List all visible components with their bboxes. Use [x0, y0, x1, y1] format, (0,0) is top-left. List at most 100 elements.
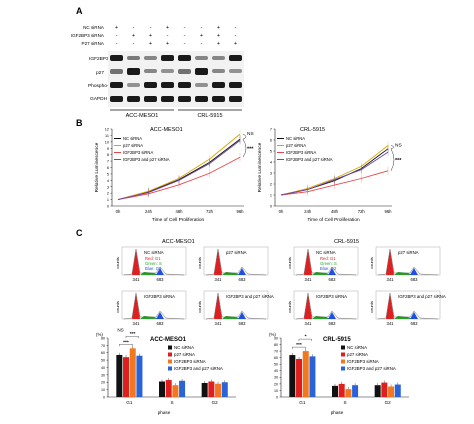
histogram-trace: [295, 248, 357, 276]
histogram-label: NC siRNA: [144, 250, 164, 255]
histogram-trace: [205, 248, 267, 276]
sig-annotation: *: [305, 334, 307, 340]
y-tick-label: 2: [107, 192, 109, 196]
legend-label: NC siRNA: [347, 345, 367, 350]
y-tick-label: 1: [270, 194, 272, 198]
blot-label-phospho-rb: Phospho-RB: [88, 83, 115, 89]
row-label-igf2bp3: IGF2BP3 siRNA: [71, 33, 105, 38]
bar: [381, 382, 388, 397]
histogram-label: IGF2BP3 and p27 siRNA: [226, 294, 274, 299]
legend-label: p27 siRNA: [174, 352, 195, 357]
sign-r2-c3: +: [166, 41, 169, 47]
x-axis-title: phase: [158, 410, 171, 415]
bracket: [390, 148, 395, 171]
tick-341: 341: [305, 321, 313, 326]
bar-chart-title: ACC-MESO1: [150, 337, 187, 343]
sign-r0-c4: -: [184, 25, 186, 31]
legend-label: IGF2BP3 siRNA: [123, 150, 153, 155]
sign-r1-c0: -: [116, 33, 118, 39]
histogram-trace: [123, 292, 185, 320]
g1-peak: [132, 294, 140, 319]
histogram-label: IGF2BP3 siRNA: [144, 294, 175, 299]
y-tick-label: 50: [101, 359, 105, 363]
x-tick-label: 0h: [279, 209, 284, 214]
y-tick-label: 80: [101, 336, 105, 340]
y-tick-label: 4: [270, 161, 272, 165]
x-tick-label: 96h: [385, 209, 393, 214]
y-tick-label: 11: [105, 134, 109, 138]
tick-341: 341: [215, 277, 223, 282]
x-axis-title: Time of Cell Proliferation: [307, 217, 360, 223]
g2-peak: [156, 312, 164, 319]
bar: [296, 358, 303, 397]
bar: [215, 383, 222, 397]
chart-title: ACC-MESO1: [150, 127, 183, 133]
sig-annotation: ***: [130, 331, 136, 337]
y-tick-label: 12: [105, 128, 109, 132]
series-line: [117, 138, 241, 201]
tick-341: 341: [133, 321, 141, 326]
sig-annotation-ns: NS: [117, 327, 123, 332]
g2-peak: [328, 268, 336, 275]
histogram-label: p27 siRNA: [226, 250, 247, 255]
x-tick-label: 72h: [206, 209, 214, 214]
g1-peak: [132, 250, 140, 275]
tick-341: 341: [133, 277, 141, 282]
sign-r1-c4: -: [184, 33, 186, 39]
y-tick-label: 0: [276, 395, 278, 399]
sign-r1-c6: +: [217, 33, 220, 39]
panel-a-label: A: [76, 6, 83, 16]
y-tick-label: 60: [101, 351, 105, 355]
y-tick-label: 40: [101, 366, 105, 370]
histogram-y-label: counts: [115, 301, 120, 313]
x-tick-label: 48h: [176, 209, 184, 214]
sign-r2-c7: +: [234, 41, 237, 47]
tick-683: 683: [239, 277, 247, 282]
bar: [116, 354, 123, 397]
g2-peak: [238, 268, 246, 275]
x-tick-label: 0h: [116, 209, 121, 214]
legend-label: p27 siRNA: [347, 352, 368, 357]
bar: [309, 356, 316, 397]
g1-peak: [386, 294, 394, 319]
bar: [289, 355, 296, 397]
bar: [129, 348, 136, 397]
y-tick-label: 90: [274, 336, 278, 340]
sig-annotation: ***: [123, 339, 129, 345]
sign-r2-c0: -: [116, 41, 118, 47]
histogram-0: NC siRNA counts 341 683: [115, 246, 187, 282]
y-tick-label: 3: [270, 172, 272, 176]
category-label: G2: [385, 400, 392, 405]
histogram-3: IGF2BP3 and p27 siRNA counts 341 683: [197, 290, 274, 326]
histogram-2: IGF2BP3 siRNA counts 341 683: [287, 290, 359, 326]
tick-341: 341: [215, 321, 223, 326]
phase-key-item: Green: S: [145, 261, 162, 266]
y-tick-label: 9: [107, 147, 109, 151]
histogram-y-label: counts: [197, 257, 202, 269]
legend-label: IGF2BP3 siRNA: [174, 359, 206, 364]
tick-683: 683: [411, 321, 419, 326]
sign-r1-c1: +: [132, 33, 135, 39]
phase-key-item: Blue: G2: [145, 266, 162, 271]
bar: [123, 357, 130, 397]
tick-341: 341: [387, 277, 395, 282]
x-axis-title: Time of Cell Proliferation: [152, 217, 205, 223]
cytometry-histograms: ACC-MESO1 NC siRNA counts 341 683 p27 siRNA co…: [115, 239, 446, 326]
western-blot: [108, 51, 244, 107]
s-phase: [312, 272, 330, 275]
cytometry-title: CRL-5915: [334, 239, 359, 245]
histogram-y-label: counts: [287, 257, 292, 269]
category-label: G1: [126, 400, 133, 405]
bar: [394, 384, 401, 397]
bar: [179, 380, 186, 397]
bar-chart-1: (%) 0 10 20 30 40 50 60 70 80 90 G1 S G2 phase CRL-5915…: [269, 332, 409, 415]
x-tick-label: 24h: [145, 209, 153, 214]
x-tick-label: 72h: [358, 209, 366, 214]
s-phase: [394, 272, 412, 275]
cytometry-block-0: ACC-MESO1 NC siRNA counts 341 683 p27 siRNA co…: [115, 239, 274, 326]
tick-683: 683: [157, 277, 165, 282]
annotation-stars: ***: [395, 158, 402, 164]
tick-683: 683: [239, 321, 247, 326]
y-tick-label: 10: [274, 389, 278, 393]
